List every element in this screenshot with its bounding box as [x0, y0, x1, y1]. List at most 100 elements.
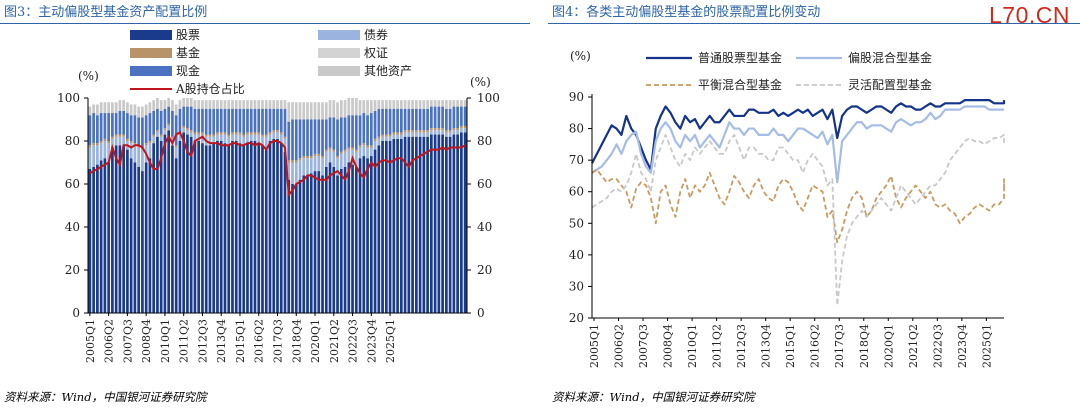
- bar-segment: [384, 141, 388, 313]
- bar-segment: [369, 156, 373, 313]
- bar-segment: [144, 162, 148, 313]
- bar-segment: [148, 141, 152, 144]
- bar-segment: [287, 160, 291, 163]
- chart-panel-right: 图4：各类主动偏股型基金的股票配置比例变动 20 30 40 50 60 70 80 90 (%…: [548, 0, 1080, 409]
- bar-segment: [111, 138, 114, 148]
- bar-segment: [411, 108, 414, 131]
- bar-segment: [460, 125, 463, 129]
- bar-segment: [414, 108, 418, 131]
- bar-segment: [118, 134, 122, 137]
- bar-segment: [343, 151, 347, 167]
- bar-segment: [441, 106, 444, 129]
- axes-left: 0 0 20 20 40 40 60 60 80 80 100 100 (%) (%) 2005Q1 2006…: [57, 69, 500, 363]
- bar-segment: [216, 100, 219, 109]
- x-tick-label: 2005Q1: [588, 324, 601, 368]
- x-tick-label: 2020Q1: [309, 319, 322, 363]
- bar-segment: [189, 136, 193, 313]
- bar-segment: [231, 108, 234, 133]
- line-a-share: [89, 130, 466, 198]
- bar-segment: [336, 158, 339, 176]
- bar-segment: [249, 100, 253, 109]
- bar-segment: [111, 147, 114, 313]
- bar-segment: [317, 102, 321, 120]
- bar-segment: [114, 134, 118, 137]
- bar-segment: [362, 156, 366, 313]
- x-tick-label: 2023Q4: [956, 324, 969, 368]
- bar-segment: [351, 164, 354, 313]
- bar-segment: [107, 141, 110, 144]
- chart-title-left: 图3：主动偏股型基金资产配置比例: [4, 5, 208, 20]
- bar-segment: [362, 143, 366, 146]
- y-tick-label-left: 20: [65, 263, 80, 277]
- bar-segment: [246, 132, 249, 135]
- bar-segment: [212, 143, 216, 313]
- bar-segment: [163, 108, 167, 129]
- bar-segment: [189, 98, 193, 107]
- bar-segment: [369, 113, 373, 146]
- bar-segment: [377, 138, 381, 146]
- bar-segment: [111, 102, 114, 114]
- bar-segment: [126, 138, 129, 141]
- bar-segment: [231, 100, 234, 109]
- bar-segment: [358, 147, 362, 159]
- bar-segment: [426, 130, 429, 133]
- bar-segment: [137, 106, 141, 118]
- bar-segment: [279, 108, 283, 133]
- bar-segment: [129, 104, 133, 116]
- bar-segment: [174, 115, 178, 146]
- bar-segment: [129, 115, 133, 141]
- x-tick-label: 2023Q4: [365, 319, 378, 363]
- bar-segment: [433, 100, 437, 107]
- bar-segment: [298, 102, 302, 120]
- bar-segment: [88, 145, 92, 148]
- bar-segment: [174, 158, 178, 313]
- title-rule-right: [548, 23, 1080, 24]
- x-tick-label: 2005Q1: [84, 319, 97, 363]
- bar-segment: [392, 138, 396, 313]
- legend-swatch: [318, 48, 360, 58]
- bar-segment: [163, 128, 167, 131]
- series-line: [591, 168, 1005, 244]
- bar-segment: [291, 119, 294, 161]
- bar-segment: [313, 102, 317, 120]
- bar-segment: [96, 115, 99, 144]
- bar-segment: [433, 128, 437, 131]
- bar-chart-asset-allocation: 0 0 20 20 40 40 60 60 80 80 100 100 (%) (%) 2005Q1 2006…: [57, 27, 500, 363]
- bar-segment: [107, 102, 110, 114]
- series-line: [591, 105, 1004, 184]
- bar-segment: [369, 100, 373, 114]
- bar-segment: [118, 145, 122, 313]
- bar-segment: [430, 134, 433, 313]
- bar-segment: [264, 136, 268, 148]
- bar-segment: [261, 100, 264, 109]
- bar-segment: [463, 128, 467, 133]
- bar-segment: [381, 141, 384, 313]
- bar-segment: [92, 104, 95, 114]
- bar-segment: [201, 143, 204, 313]
- legend-label: 现金: [176, 63, 200, 78]
- y-tick-label: 70: [569, 153, 584, 167]
- bar-segment: [433, 134, 437, 313]
- x-tick-label: 2011Q2: [178, 319, 191, 363]
- bar-segment: [448, 136, 452, 313]
- bar-segment: [309, 158, 313, 174]
- legend-label: 债券: [364, 27, 388, 42]
- bar-segment: [456, 130, 459, 135]
- bar-segment: [167, 130, 171, 313]
- bar-segment: [384, 134, 388, 137]
- bar-segment: [291, 102, 294, 120]
- bar-segment: [238, 134, 242, 144]
- bar-segment: [219, 134, 223, 141]
- bar-segment: [216, 108, 219, 133]
- bar-segment: [407, 108, 411, 131]
- line-chart-stock-allocation: 20 30 40 50 60 70 80 90 (%) 2005Q1 2006Q2 2007Q3 200…: [569, 49, 1006, 368]
- y-tick-label: 90: [569, 90, 584, 104]
- legend-label: 其他资产: [364, 64, 412, 78]
- bar-segment: [92, 166, 95, 313]
- bar-segment: [99, 102, 103, 114]
- bar-segment: [294, 162, 298, 184]
- bar-segment: [272, 132, 276, 139]
- bar-segment: [167, 123, 171, 126]
- bar-segment: [339, 117, 343, 152]
- bar-segment: [167, 98, 171, 107]
